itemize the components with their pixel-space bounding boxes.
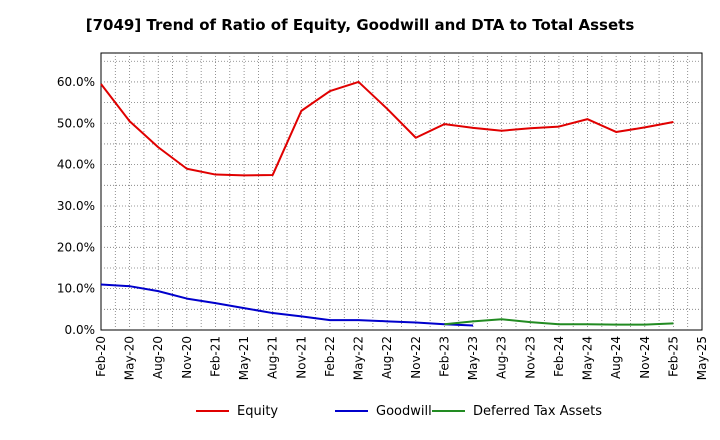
x-tick-label: May-22 (352, 336, 366, 380)
y-tick-label: 10.0% (57, 282, 95, 296)
x-tick-label: Nov-21 (294, 336, 308, 379)
legend: Equity Goodwill Deferred Tax Assets (196, 404, 602, 419)
x-tick-label: Aug-23 (495, 336, 509, 379)
axis-labels: 0.0% 10.0% 20.0% 30.0% 40.0% 50.0% 60.0% Feb-20… (57, 75, 709, 380)
x-tick-label: May-20 (123, 336, 137, 380)
x-tick-label: Aug-24 (609, 336, 623, 379)
series-lines (100, 80, 674, 327)
x-tick-label: May-21 (237, 336, 251, 380)
x-tick-label: Nov-24 (638, 336, 652, 379)
x-tick-label: Aug-21 (266, 336, 280, 379)
series-line-deferred-tax-assets (444, 318, 674, 326)
y-tick-label: 30.0% (57, 199, 95, 213)
legend-label-deferred-tax-assets: Deferred Tax Assets (473, 404, 602, 419)
x-tick-label: Feb-24 (552, 336, 566, 377)
y-tick-label: 60.0% (57, 75, 95, 89)
x-tick-label: May-25 (695, 336, 709, 380)
y-tick-label: 40.0% (57, 158, 95, 172)
y-tick-label: 20.0% (57, 240, 95, 254)
x-tick-label: Feb-25 (666, 336, 680, 377)
x-tick-label: Nov-22 (409, 336, 423, 379)
y-tick-label: 0.0% (65, 323, 96, 337)
x-tick-label: Feb-21 (208, 336, 222, 377)
x-tick-label: Aug-22 (380, 336, 394, 379)
y-tick-label: 50.0% (57, 116, 95, 130)
series-line-goodwill (100, 283, 474, 327)
legend-label-equity: Equity (237, 404, 278, 419)
chart-title: [7049] Trend of Ratio of Equity, Goodwil… (86, 16, 635, 34)
x-tick-label: May-23 (466, 336, 480, 380)
legend-label-goodwill: Goodwill (376, 404, 432, 419)
x-tick-label: Nov-23 (523, 336, 537, 379)
x-tick-label: Aug-20 (151, 336, 165, 379)
x-tick-label: Nov-20 (180, 336, 194, 379)
grid-lines (101, 53, 702, 330)
series-line-equity (100, 80, 674, 177)
x-tick-label: Feb-22 (323, 336, 337, 377)
x-tick-label: May-24 (581, 336, 595, 380)
x-tick-label: Feb-23 (437, 336, 451, 377)
x-tick-label: Feb-20 (94, 336, 108, 377)
